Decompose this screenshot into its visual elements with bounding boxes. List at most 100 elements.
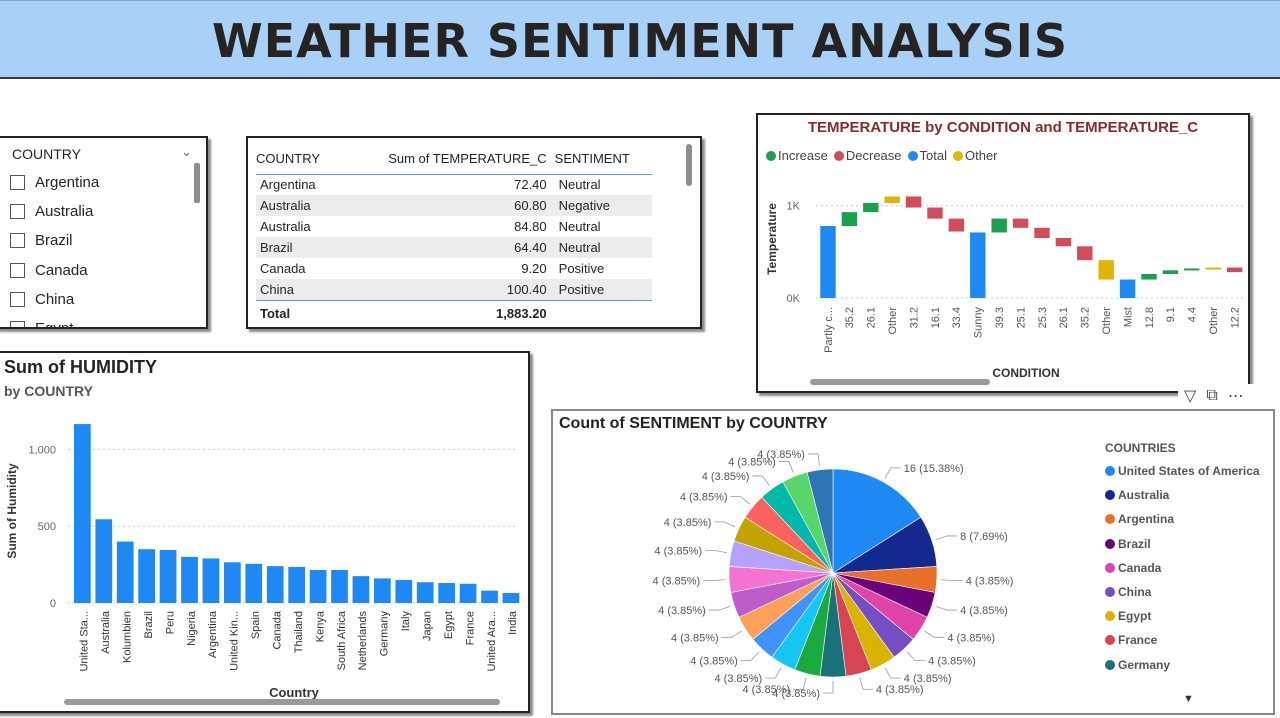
table-row[interactable]: Canada 9.20 Positive [256, 258, 652, 279]
checkbox[interactable] [10, 233, 25, 249]
slicer-item[interactable]: Australia [10, 197, 99, 226]
x-tick-label: Argentina [207, 610, 219, 658]
waterfall-bar [905, 196, 922, 208]
humidity-bar [138, 549, 155, 603]
pie-plot: 16 (15.38%)8 (7.69%)4 (3.85%)4 (3.85%)4 … [653, 449, 1014, 700]
x-tick-label: Nigeria [186, 610, 198, 646]
humidity-bar [438, 583, 455, 603]
table-scrollbar[interactable] [686, 144, 692, 186]
data-label: 4 (3.85%) [702, 471, 750, 483]
checkbox[interactable] [10, 204, 25, 220]
waterfall-bar [863, 202, 879, 213]
x-tick-label: Spain [250, 611, 262, 639]
slicer-scrollbar[interactable] [194, 163, 200, 203]
data-label: 4 (3.85%) [947, 632, 995, 644]
pie-legend-item[interactable]: Brazil [1105, 532, 1260, 556]
legend-increase[interactable]: Increase [766, 148, 828, 163]
x-tick-label: 12.8 [1144, 307, 1156, 328]
pie-legend-label: Canada [1118, 560, 1162, 575]
column-header-temperature[interactable]: Sum of TEMPERATURE_C [338, 144, 555, 175]
x-tick-label: Other [1208, 307, 1220, 335]
label-leader-line [884, 467, 901, 479]
country-slicer[interactable]: COUNTRY ⌄ Argentina Australia Brazil Canada… [0, 136, 208, 329]
slicer-item-label: China [35, 290, 75, 308]
table-row[interactable]: Argentina 72.40 Neutral [256, 174, 652, 195]
table-row[interactable]: China 100.40 Positive [256, 279, 652, 300]
waterfall-bar [948, 218, 965, 232]
x-tick-label: Peru [164, 611, 176, 634]
legend-other[interactable]: Other [952, 148, 998, 163]
humidity-bar [374, 578, 391, 603]
slicer-item[interactable]: Brazil [10, 226, 99, 255]
slicer-item[interactable]: Egypt [10, 314, 99, 327]
humidity-bar [352, 576, 370, 603]
table-header-row: COUNTRY Sum of TEMPERATURE_C SENTIMENT [256, 144, 652, 175]
x-tick-label: Canada [272, 610, 284, 649]
table-row[interactable]: Australia 84.80 Neutral [256, 216, 652, 237]
waterfall-bar [1098, 260, 1114, 280]
waterfall-bar [1205, 267, 1221, 270]
x-tick-label: Sunny [973, 307, 985, 339]
data-table: COUNTRY Sum of TEMPERATURE_C SENTIMENT A… [256, 144, 652, 326]
more-options-icon[interactable]: ⋯ [1227, 388, 1244, 405]
pie-legend-title: COUNTRIES [1105, 441, 1176, 455]
chevron-down-icon[interactable]: ⌄ [181, 144, 192, 159]
y-tick-label: 1K [787, 201, 801, 213]
filter-icon[interactable]: ▽ [1184, 388, 1197, 405]
pie-legend-item[interactable]: Australia [1105, 483, 1260, 507]
label-leader-line [823, 681, 834, 694]
x-tick-label: 9.1 [1165, 307, 1177, 322]
column-header-country[interactable]: COUNTRY [256, 144, 339, 175]
cell-sentiment: Negative [554, 195, 652, 216]
x-tick-label: United Sta... [79, 611, 91, 672]
label-leader-line [703, 579, 726, 581]
label-leader-line [906, 651, 926, 661]
waterfall-bar [927, 207, 943, 219]
focus-mode-icon[interactable]: ⧉ [1206, 387, 1218, 404]
label-leader-line [807, 453, 820, 466]
humidity-scrollbar[interactable] [64, 699, 500, 705]
x-tick-label: Australia [100, 610, 112, 654]
pie-legend-item[interactable]: Canada [1105, 556, 1260, 580]
pie-legend-item[interactable]: Germany [1105, 653, 1260, 677]
table-row[interactable]: Australia 60.80 Negative [256, 195, 652, 216]
increase-dot-icon [766, 151, 776, 161]
y-axis-title: Temperature [765, 203, 779, 275]
cell-country: Canada [260, 261, 306, 276]
pie-legend-item[interactable]: Argentina [1105, 507, 1260, 531]
pie-legend-item[interactable]: China [1105, 580, 1260, 604]
slicer-item-label: Australia [35, 203, 94, 221]
pie-legend-item[interactable]: France [1105, 628, 1260, 652]
waterfall-scrollbar[interactable] [810, 379, 990, 385]
data-label: 4 (3.85%) [653, 576, 701, 588]
checkbox[interactable] [10, 321, 25, 327]
pie-legend-label: China [1118, 585, 1152, 600]
humidity-bar [266, 566, 284, 603]
column-header-sentiment[interactable]: SENTIMENT [554, 144, 652, 175]
legend-decrease[interactable]: Decrease [833, 148, 902, 163]
checkbox[interactable] [10, 291, 25, 307]
slicer-item[interactable]: Canada [10, 256, 99, 285]
humidity-bar [224, 562, 241, 603]
visual-header: ▽ ⧉ ⋯ [1178, 384, 1278, 408]
legend-total[interactable]: Total [907, 148, 947, 163]
humidity-bar [395, 579, 413, 603]
legend-more-icon[interactable]: ▼ [1183, 693, 1194, 705]
slicer-item[interactable]: China [10, 285, 99, 314]
legend-dot-icon [1105, 514, 1115, 525]
table-row[interactable]: Brazil 64.40 Neutral [256, 237, 652, 258]
y-axis-title: Sum of Humidity [5, 463, 19, 559]
checkbox[interactable] [10, 262, 25, 278]
slicer-item[interactable]: Argentina [10, 168, 99, 197]
pie-legend-item[interactable]: United States of America [1105, 459, 1260, 483]
total-label: Total [256, 299, 339, 326]
legend-other-label: Other [964, 148, 998, 163]
pie-legend-item[interactable]: Egypt [1105, 604, 1260, 628]
label-leader-line [935, 605, 958, 611]
checkbox[interactable] [10, 175, 25, 191]
cell-country: Argentina [260, 177, 316, 193]
total-dot-icon [907, 151, 918, 161]
x-tick-label: 26.1 [1058, 307, 1070, 328]
humidity-bar [181, 556, 198, 603]
x-tick-label: 4.4 [1187, 307, 1199, 322]
